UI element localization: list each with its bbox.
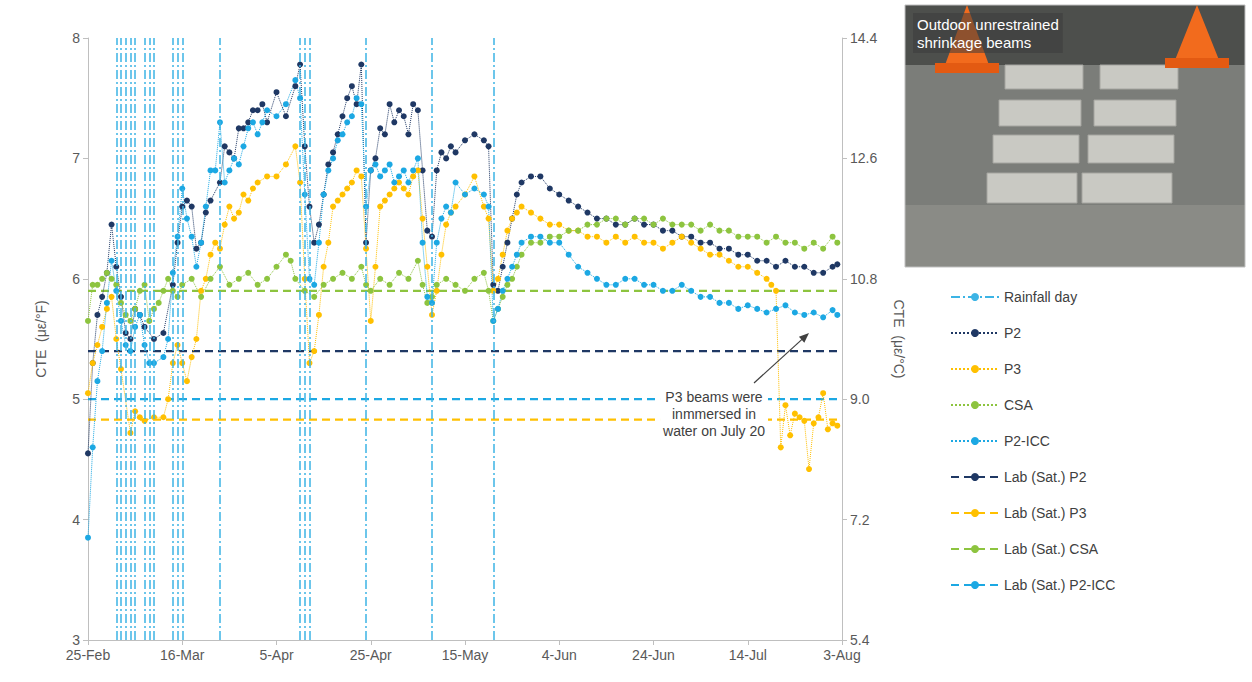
svg-text:5-Apr: 5-Apr <box>259 647 294 663</box>
svg-text:5.4: 5.4 <box>850 632 870 648</box>
svg-text:Lab (Sat.) P2-ICC: Lab (Sat.) P2-ICC <box>1004 577 1115 593</box>
svg-text:Lab (Sat.) P2: Lab (Sat.) P2 <box>1004 469 1087 485</box>
svg-text:shrinkage beams: shrinkage beams <box>917 34 1031 51</box>
svg-text:4: 4 <box>72 512 80 528</box>
svg-text:12.6: 12.6 <box>850 150 877 166</box>
svg-text:14-Jul: 14-Jul <box>729 647 767 663</box>
svg-text:CTE (με/°F): CTE (με/°F) <box>33 300 49 377</box>
svg-text:3: 3 <box>72 632 80 648</box>
svg-text:CTE (με/°C): CTE (με/°C) <box>891 299 907 378</box>
svg-text:6: 6 <box>72 271 80 287</box>
svg-text:7: 7 <box>72 150 80 166</box>
svg-text:24-Jun: 24-Jun <box>632 647 675 663</box>
svg-text:P2: P2 <box>1004 325 1021 341</box>
svg-text:Rainfall day: Rainfall day <box>1004 289 1077 305</box>
svg-text:inmmersed in: inmmersed in <box>672 406 756 422</box>
svg-text:7.2: 7.2 <box>850 512 870 528</box>
svg-text:Lab (Sat.) CSA: Lab (Sat.) CSA <box>1004 541 1099 557</box>
svg-text:4-Jun: 4-Jun <box>542 647 577 663</box>
svg-text:9.0: 9.0 <box>850 391 870 407</box>
svg-text:25-Feb: 25-Feb <box>66 647 111 663</box>
svg-text:Lab (Sat.) P3: Lab (Sat.) P3 <box>1004 505 1087 521</box>
svg-text:P3: P3 <box>1004 361 1021 377</box>
svg-text:16-Mar: 16-Mar <box>160 647 205 663</box>
svg-text:15-May: 15-May <box>442 647 489 663</box>
svg-text:5: 5 <box>72 391 80 407</box>
svg-text:3-Aug: 3-Aug <box>823 647 860 663</box>
svg-text:10.8: 10.8 <box>850 271 877 287</box>
svg-text:water on July 20: water on July 20 <box>662 423 765 439</box>
svg-text:8: 8 <box>72 30 80 46</box>
svg-text:Outdoor unrestrained: Outdoor unrestrained <box>917 16 1059 33</box>
svg-text:P2-ICC: P2-ICC <box>1004 433 1050 449</box>
svg-text:25-Apr: 25-Apr <box>350 647 392 663</box>
svg-text:CSA: CSA <box>1004 397 1033 413</box>
svg-text:P3 beams were: P3 beams were <box>665 389 762 405</box>
svg-text:14.4: 14.4 <box>850 30 877 46</box>
